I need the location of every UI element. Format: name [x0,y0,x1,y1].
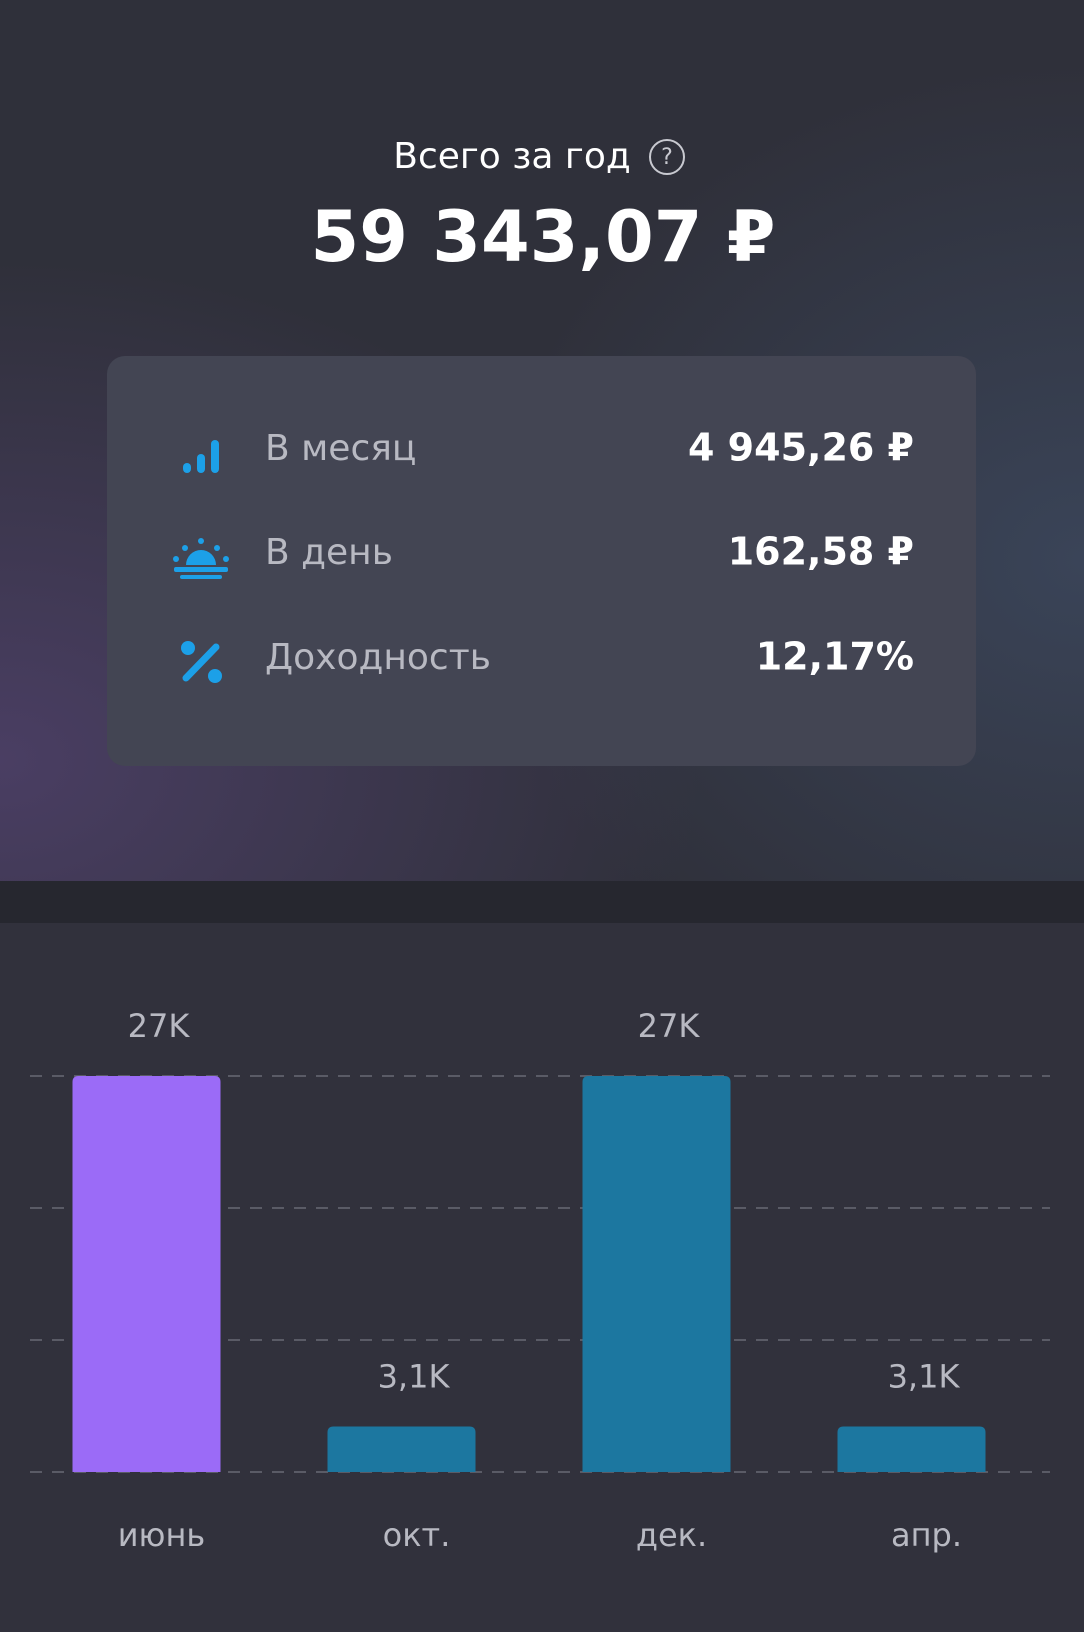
bar [582,1076,731,1472]
x-tick-label: дек. [636,1516,707,1554]
stat-label: Доходность [265,637,491,678]
summary-total: 59 343,07 ₽ [311,196,776,278]
stat-icon-yield [181,641,222,683]
stat-value: 12,17% [756,635,914,679]
stat-icon-month [183,440,219,473]
bar [72,1076,221,1472]
bar [837,1426,986,1472]
value-label: 3,1K [888,1358,961,1396]
separator [0,881,1084,923]
stat-label: В день [265,532,393,573]
stat-value: 4 945,26 ₽ [688,426,914,470]
x-tick-label: июнь [118,1516,206,1554]
help-icon[interactable]: ? [649,139,685,175]
summary-title: Всего за год [393,136,631,177]
x-tick-label: окт. [383,1516,451,1554]
stat-value: 162,58 ₽ [728,530,914,574]
stat-label: В месяц [265,428,416,469]
x-tick-label: апр. [891,1516,962,1554]
bar [327,1426,476,1472]
value-label: 27K [638,1007,701,1045]
svg-text:?: ? [661,145,673,170]
stats-card [107,356,976,766]
value-label: 3,1K [378,1358,451,1396]
value-label: 27K [128,1007,191,1045]
stat-icon-day [173,538,229,579]
